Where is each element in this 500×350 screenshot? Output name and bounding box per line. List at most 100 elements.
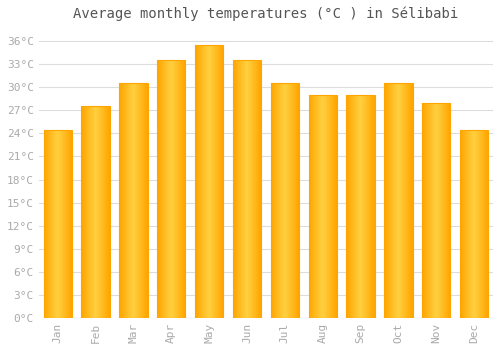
Bar	[234, 60, 235, 318]
Bar	[62, 130, 63, 318]
Bar	[313, 95, 314, 318]
Bar	[480, 130, 481, 318]
Bar	[64, 130, 65, 318]
Bar	[396, 83, 397, 318]
Bar	[407, 83, 408, 318]
Bar	[44, 130, 72, 318]
Bar	[218, 45, 219, 318]
Bar	[63, 130, 64, 318]
Bar	[179, 60, 180, 318]
Bar	[357, 95, 358, 318]
Bar	[295, 83, 296, 318]
Bar	[208, 45, 209, 318]
Bar	[428, 103, 429, 318]
Bar	[476, 130, 477, 318]
Bar	[120, 83, 121, 318]
Bar	[484, 130, 485, 318]
Bar	[206, 45, 207, 318]
Bar	[291, 83, 292, 318]
Bar	[58, 130, 59, 318]
Bar	[350, 95, 351, 318]
Bar	[56, 130, 57, 318]
Bar	[96, 106, 97, 318]
Bar	[410, 83, 411, 318]
Bar	[197, 45, 198, 318]
Bar	[247, 60, 248, 318]
Bar	[325, 95, 326, 318]
Bar	[288, 83, 289, 318]
Bar	[217, 45, 218, 318]
Bar	[461, 130, 462, 318]
Bar	[157, 60, 158, 318]
Bar	[57, 130, 58, 318]
Bar	[284, 83, 285, 318]
Bar	[119, 83, 148, 318]
Bar	[470, 130, 472, 318]
Bar	[296, 83, 297, 318]
Bar	[207, 45, 208, 318]
Bar	[298, 83, 299, 318]
Bar	[128, 83, 129, 318]
Bar	[256, 60, 258, 318]
Bar	[481, 130, 482, 318]
Bar	[430, 103, 431, 318]
Bar	[359, 95, 360, 318]
Bar	[463, 130, 464, 318]
Bar	[84, 106, 85, 318]
Bar	[51, 130, 52, 318]
Bar	[260, 60, 261, 318]
Bar	[478, 130, 480, 318]
Bar	[233, 60, 261, 318]
Bar	[48, 130, 50, 318]
Bar	[50, 130, 51, 318]
Bar	[173, 60, 174, 318]
Bar	[255, 60, 256, 318]
Bar	[61, 130, 62, 318]
Bar	[485, 130, 486, 318]
Bar	[125, 83, 126, 318]
Bar	[364, 95, 365, 318]
Bar	[166, 60, 167, 318]
Bar	[44, 130, 46, 318]
Bar	[109, 106, 110, 318]
Bar	[59, 130, 60, 318]
Bar	[143, 83, 144, 318]
Bar	[95, 106, 96, 318]
Bar	[210, 45, 211, 318]
Bar	[163, 60, 164, 318]
Bar	[170, 60, 171, 318]
Bar	[473, 130, 474, 318]
Bar	[346, 95, 347, 318]
Bar	[406, 83, 407, 318]
Bar	[129, 83, 130, 318]
Bar	[222, 45, 223, 318]
Bar	[108, 106, 110, 318]
Bar	[164, 60, 165, 318]
Bar	[444, 103, 445, 318]
Bar	[283, 83, 284, 318]
Bar	[389, 83, 390, 318]
Bar	[320, 95, 321, 318]
Bar	[398, 83, 399, 318]
Bar	[159, 60, 160, 318]
Bar	[318, 95, 320, 318]
Bar	[55, 130, 56, 318]
Bar	[158, 60, 159, 318]
Bar	[219, 45, 220, 318]
Bar	[433, 103, 434, 318]
Bar	[168, 60, 169, 318]
Bar	[248, 60, 250, 318]
Bar	[360, 95, 361, 318]
Bar	[83, 106, 84, 318]
Bar	[486, 130, 487, 318]
Bar	[244, 60, 245, 318]
Bar	[286, 83, 287, 318]
Bar	[347, 95, 348, 318]
Bar	[361, 95, 362, 318]
Bar	[82, 106, 83, 318]
Bar	[259, 60, 260, 318]
Bar	[474, 130, 476, 318]
Bar	[391, 83, 392, 318]
Bar	[460, 130, 488, 318]
Bar	[71, 130, 72, 318]
